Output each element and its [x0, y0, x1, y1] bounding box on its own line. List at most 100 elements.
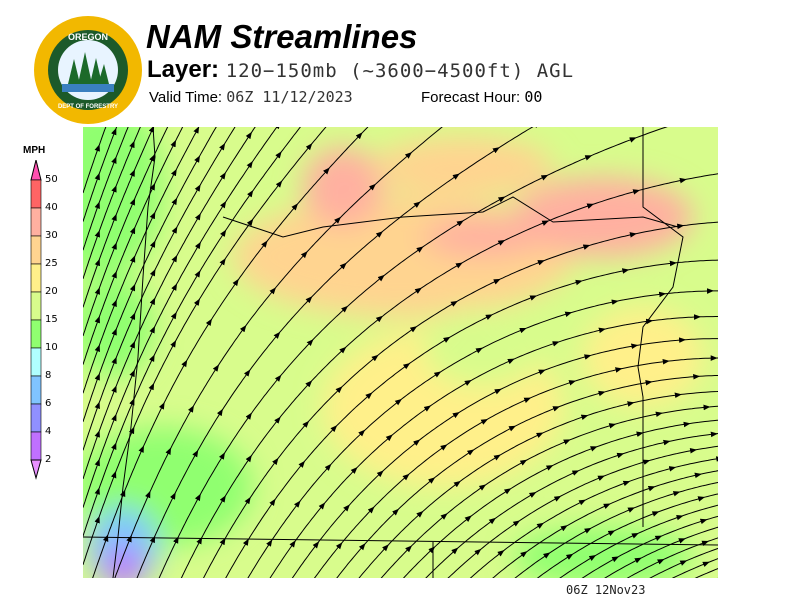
streamline	[83, 127, 236, 451]
streamline-arrow	[672, 491, 681, 497]
streamline-arrow	[165, 447, 172, 455]
valid-time: Valid Time: 06Z 11/12/2023	[149, 88, 353, 106]
streamline-arrow	[385, 434, 393, 442]
streamline	[83, 127, 278, 508]
streamline-arrow	[120, 489, 126, 498]
columbia-river-border	[222, 196, 679, 238]
streamline	[180, 173, 718, 578]
streamline-arrow	[94, 487, 100, 495]
streamline-arrow	[171, 226, 178, 234]
streamline-arrow	[590, 446, 598, 452]
streamline-arrow	[701, 540, 709, 547]
legend-swatch	[30, 403, 42, 433]
streamline-arrow	[402, 473, 410, 481]
streamline-arrow	[654, 535, 663, 541]
streamline-arrow	[519, 327, 527, 334]
streamline-arrow	[402, 362, 411, 370]
streamline-arrow	[493, 454, 501, 461]
streamline-arrow	[466, 449, 475, 456]
state-border-south	[83, 536, 718, 546]
streamline-arrow	[689, 448, 698, 454]
legend-swatch	[30, 347, 42, 377]
streamline-arrow	[300, 251, 308, 259]
streamline-arrow	[272, 457, 279, 466]
streamline-arrow	[497, 550, 505, 557]
streamline-arrow	[244, 496, 251, 505]
streamline-arrow	[102, 534, 109, 542]
legend-over-arrow	[30, 160, 42, 181]
streamline-arrow	[335, 386, 343, 394]
streamline-arrow	[536, 432, 544, 439]
streamline-arrow	[488, 517, 497, 525]
streamline-arrow	[239, 325, 247, 333]
streamline-arrow	[170, 492, 176, 500]
map-title: NAM Streamlines	[146, 18, 418, 55]
legend-swatch	[30, 291, 42, 321]
streamline-arrow	[111, 356, 117, 365]
streamline-arrow	[452, 412, 460, 419]
forecast-hour-value: 00	[524, 88, 543, 106]
streamline	[136, 127, 534, 578]
streamline-arrow	[247, 190, 254, 198]
streamline-arrow	[603, 503, 611, 510]
streamline-arrow	[298, 460, 306, 468]
streamline	[92, 127, 369, 578]
streamline-arrow	[192, 449, 199, 458]
streamline-arrow	[194, 241, 201, 250]
svg-text:DEPT OF FORESTRY: DEPT OF FORESTRY	[58, 104, 118, 110]
streamline-arrow	[245, 412, 252, 420]
streamline-arrow	[607, 530, 616, 537]
streamline-arrow	[129, 226, 136, 235]
streamline	[358, 390, 718, 578]
streamline-map[interactable]	[83, 127, 718, 578]
streamline-arrow	[440, 444, 448, 451]
streamline-arrow	[598, 327, 606, 334]
streamline-arrow	[302, 420, 310, 428]
streamline-arrow	[702, 561, 710, 568]
streamline-arrow	[170, 168, 177, 177]
streamline-arrow	[428, 546, 436, 554]
streamline-arrow	[205, 318, 212, 327]
streamline-arrow	[219, 258, 226, 266]
streamline-arrow	[678, 538, 686, 544]
streamline-arrow	[128, 426, 135, 435]
streamline-arrow	[358, 429, 366, 437]
streamline-arrow	[416, 246, 424, 253]
coastline	[112, 127, 156, 578]
forecast-hour: Forecast Hour: 00	[421, 88, 542, 106]
streamline-arrow	[193, 127, 200, 134]
streamline-arrow	[536, 522, 544, 529]
streamline-arrow	[578, 499, 587, 506]
streamline-arrow	[94, 373, 100, 381]
streamline-arrow	[305, 380, 313, 388]
valid-time-label: Valid Time:	[149, 89, 223, 106]
legend-level-label: 2	[45, 454, 52, 465]
streamline	[447, 445, 718, 578]
streamline-arrow	[218, 452, 226, 460]
legend-unit: MPH	[23, 145, 46, 156]
streamline-arrow	[663, 439, 671, 446]
streamline-arrow	[478, 484, 487, 491]
streamline-arrow	[480, 418, 489, 425]
svg-text:OREGON: OREGON	[68, 32, 108, 42]
streamline-arrow	[493, 278, 501, 285]
streamline-arrow	[414, 287, 422, 294]
streamline-arrow	[149, 240, 156, 248]
streamline-arrow	[552, 406, 560, 412]
streamline-arrow	[676, 514, 684, 521]
streamline-arrow	[647, 486, 656, 492]
legend-level-label: 15	[45, 314, 58, 325]
streamline-arrow	[94, 516, 100, 524]
streamline-arrow	[339, 346, 347, 354]
streamline-arrow	[540, 174, 549, 181]
streamline-arrow	[597, 475, 605, 481]
oregon-department-of-forestry-logo: OREGON DEPT OF FORESTRY	[34, 16, 142, 124]
streamline-arrow	[334, 216, 342, 224]
streamline-arrow	[564, 311, 573, 318]
streamline-arrow	[474, 548, 482, 556]
streamline-arrow	[126, 534, 132, 543]
streamline	[604, 526, 718, 578]
streamline-arrow	[305, 296, 313, 304]
streamline-arrow	[245, 454, 252, 463]
streamline	[581, 515, 718, 578]
